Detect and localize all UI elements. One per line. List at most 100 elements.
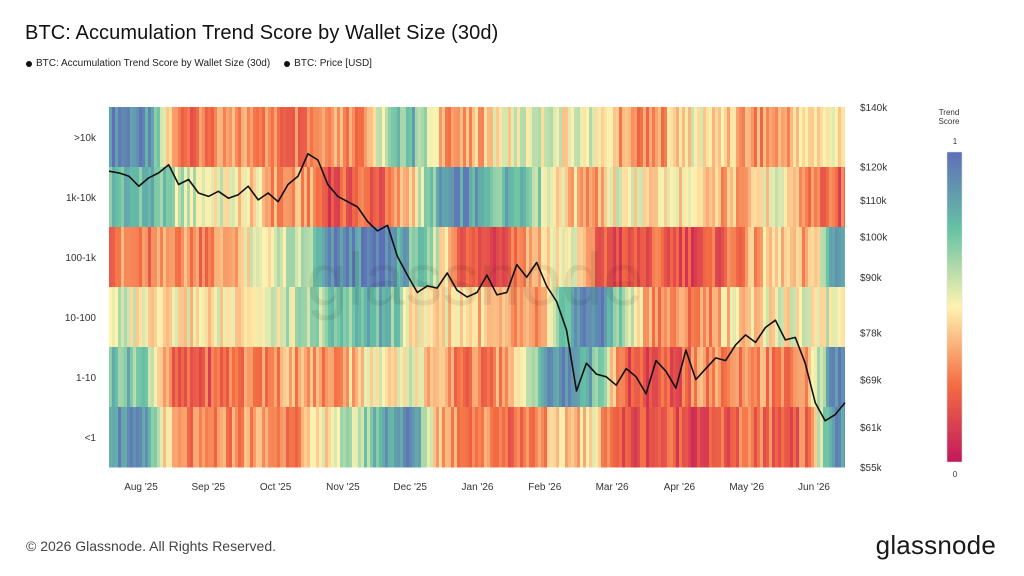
heatmap-cell [265,287,269,348]
heatmap-cell [313,407,317,468]
heatmap-cell [793,407,797,468]
heatmap-cell [361,227,365,288]
heatmap-cell [793,167,797,228]
heatmap-cell [466,287,470,348]
heatmap-cell [310,407,314,468]
heatmap-cell [124,107,128,168]
heatmap-cell [181,107,185,168]
heatmap-cell [313,167,317,228]
heatmap-cell [823,407,827,468]
heatmap-cell [379,287,383,348]
heatmap-cell [451,107,455,168]
heatmap-cell [181,347,185,408]
heatmap-cell [799,407,803,468]
heatmap-cell [484,227,488,288]
heatmap-cell [382,167,386,228]
heatmap-cell [175,107,179,168]
heatmap-cell [163,287,167,348]
heatmap-cell [370,407,374,468]
heatmap-cell [742,287,746,348]
heatmap-cell [778,347,782,408]
heatmap-cell [664,347,668,408]
heatmap-cell [232,227,236,288]
x-tick-label: Sep '25 [191,482,225,493]
heatmap-cell [373,227,377,288]
heatmap-cell [559,287,563,348]
heatmap-cell [142,227,146,288]
heatmap-cell [286,347,290,408]
heatmap-cell [766,347,770,408]
heatmap-cell [319,407,323,468]
heatmap-cell [727,347,731,408]
heatmap-cell [253,287,257,348]
heatmap-cell [823,167,827,228]
heatmap-cell [661,227,665,288]
heatmap-cell [622,227,626,288]
heatmap-cell [226,407,230,468]
heatmap-cell [178,407,182,468]
heatmap-cell [313,287,317,348]
heatmap-cell [154,347,158,408]
heatmap-cell [832,167,836,228]
heatmap-cell [160,407,164,468]
x-axis-ticks: Aug '25 Sep '25 Oct '25 Nov '25 Dec '25 Jan '… [124,482,830,493]
heatmap-cell [256,167,260,228]
heatmap-cell [784,287,788,348]
heatmap-cell [796,347,800,408]
heatmap-cell [778,167,782,228]
heatmap-cell [364,407,368,468]
heatmap-cell [817,347,821,408]
heatmap-cell [517,167,521,228]
heatmap-cell [121,347,125,408]
heatmap-cell [628,167,632,228]
heatmap-cell [799,107,803,168]
heatmap-cell [718,347,722,408]
heatmap-cell [709,107,713,168]
heatmap-cell [649,227,653,288]
heatmap-cell [652,407,656,468]
heatmap-cell [331,287,335,348]
heatmap-cell [664,227,668,288]
heatmap-cell [379,167,383,228]
heatmap-cell [190,287,194,348]
heatmap-cell [112,227,116,288]
heatmap-cell [667,227,671,288]
heatmap-cell [229,107,233,168]
heatmap-cell [598,107,602,168]
heatmap-cell [124,167,128,228]
heatmap-cell [409,287,413,348]
heatmap-cell [301,287,305,348]
heatmap-cell [628,287,632,348]
heatmap-cell [199,287,203,348]
heatmap-cell [670,287,674,348]
heatmap-cell [733,347,737,408]
heatmap-cell [319,167,323,228]
heatmap-cell [196,167,200,228]
legend-item-price[interactable]: BTC: Price [USD] [284,58,372,69]
legend-item-trend-score[interactable]: BTC: Accumulation Trend Score by Wallet … [26,58,270,69]
heatmap-cell [565,227,569,288]
heatmap-cell [556,227,560,288]
heatmap-cell [454,407,458,468]
heatmap-cell [109,287,113,348]
heatmap-cell [112,107,116,168]
heatmap-cell [562,227,566,288]
heatmap-cell [343,227,347,288]
heatmap-cell [433,287,437,348]
heatmap-cell [457,167,461,228]
heatmap-cell [688,407,692,468]
heatmap-cell [247,407,251,468]
heatmap-cell [391,227,395,288]
heatmap-cell [817,107,821,168]
heatmap-cell [640,107,644,168]
heatmap-cell [388,167,392,228]
heatmap-cell [808,347,812,408]
heatmap-cell [295,107,299,168]
heatmap-cell [727,167,731,228]
y-tick-label: $100k [860,233,888,244]
heatmap-cell [340,107,344,168]
heatmap-cell [610,107,614,168]
heatmap-cell [298,407,302,468]
heatmap-cell [295,227,299,288]
heatmap-cell [811,227,815,288]
